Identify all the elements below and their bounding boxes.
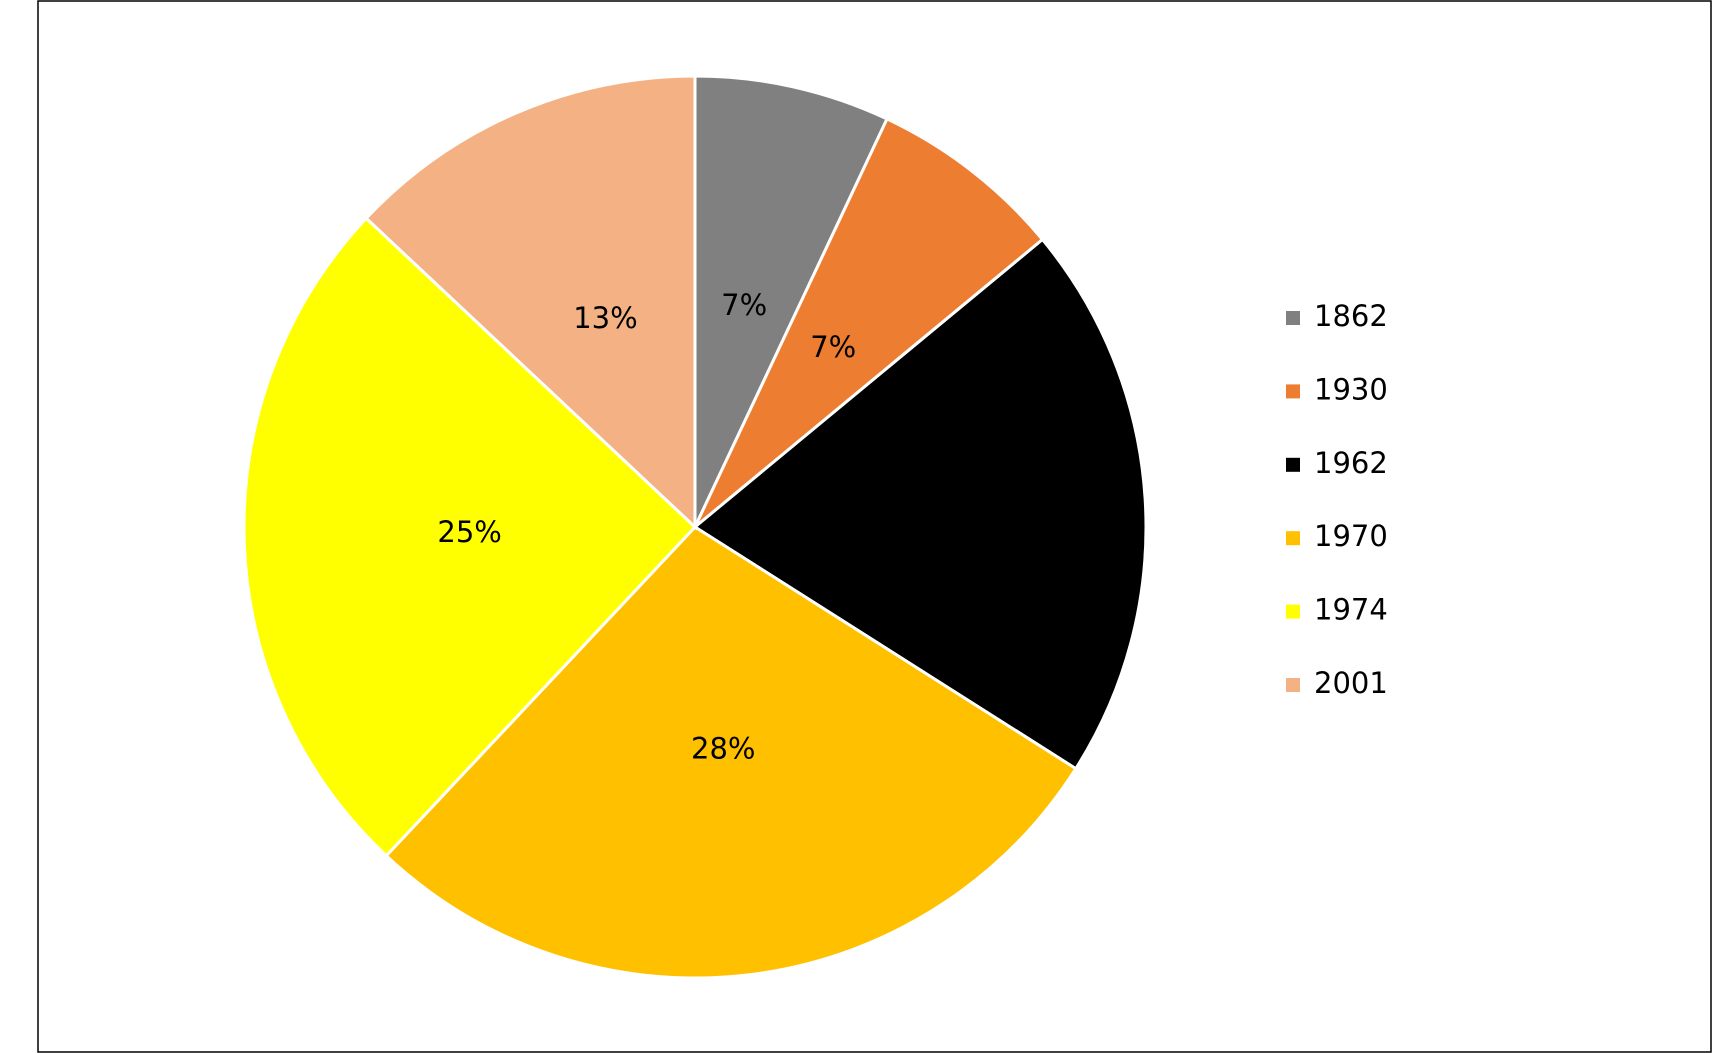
data-label: 28%: [691, 732, 755, 766]
data-label: 25%: [437, 515, 501, 549]
pie-slice: [692, 237, 1148, 771]
legend-label: 2001: [1314, 666, 1388, 700]
legend-swatch: [1286, 311, 1300, 325]
legend-swatch: [1286, 384, 1300, 399]
legend-label: 1862: [1314, 299, 1388, 333]
legend-swatch: [1286, 678, 1300, 692]
legend-label: 1970: [1314, 519, 1388, 553]
data-label: 7%: [810, 330, 856, 364]
legend-label: 1930: [1314, 372, 1388, 406]
legend-swatch: [1286, 457, 1300, 472]
data-label: 13%: [573, 301, 637, 335]
legend-label: 1962: [1314, 446, 1388, 480]
pie-slice: [242, 216, 698, 858]
pie-slice: [693, 74, 890, 528]
legend-swatch: [1286, 604, 1300, 619]
legend-label: 1974: [1314, 593, 1388, 627]
pie-slice: [364, 74, 697, 531]
pie-slice: [693, 116, 1045, 529]
legend-swatch: [1286, 531, 1300, 546]
data-label: 7%: [721, 288, 767, 322]
pie-slice: [384, 525, 1078, 980]
